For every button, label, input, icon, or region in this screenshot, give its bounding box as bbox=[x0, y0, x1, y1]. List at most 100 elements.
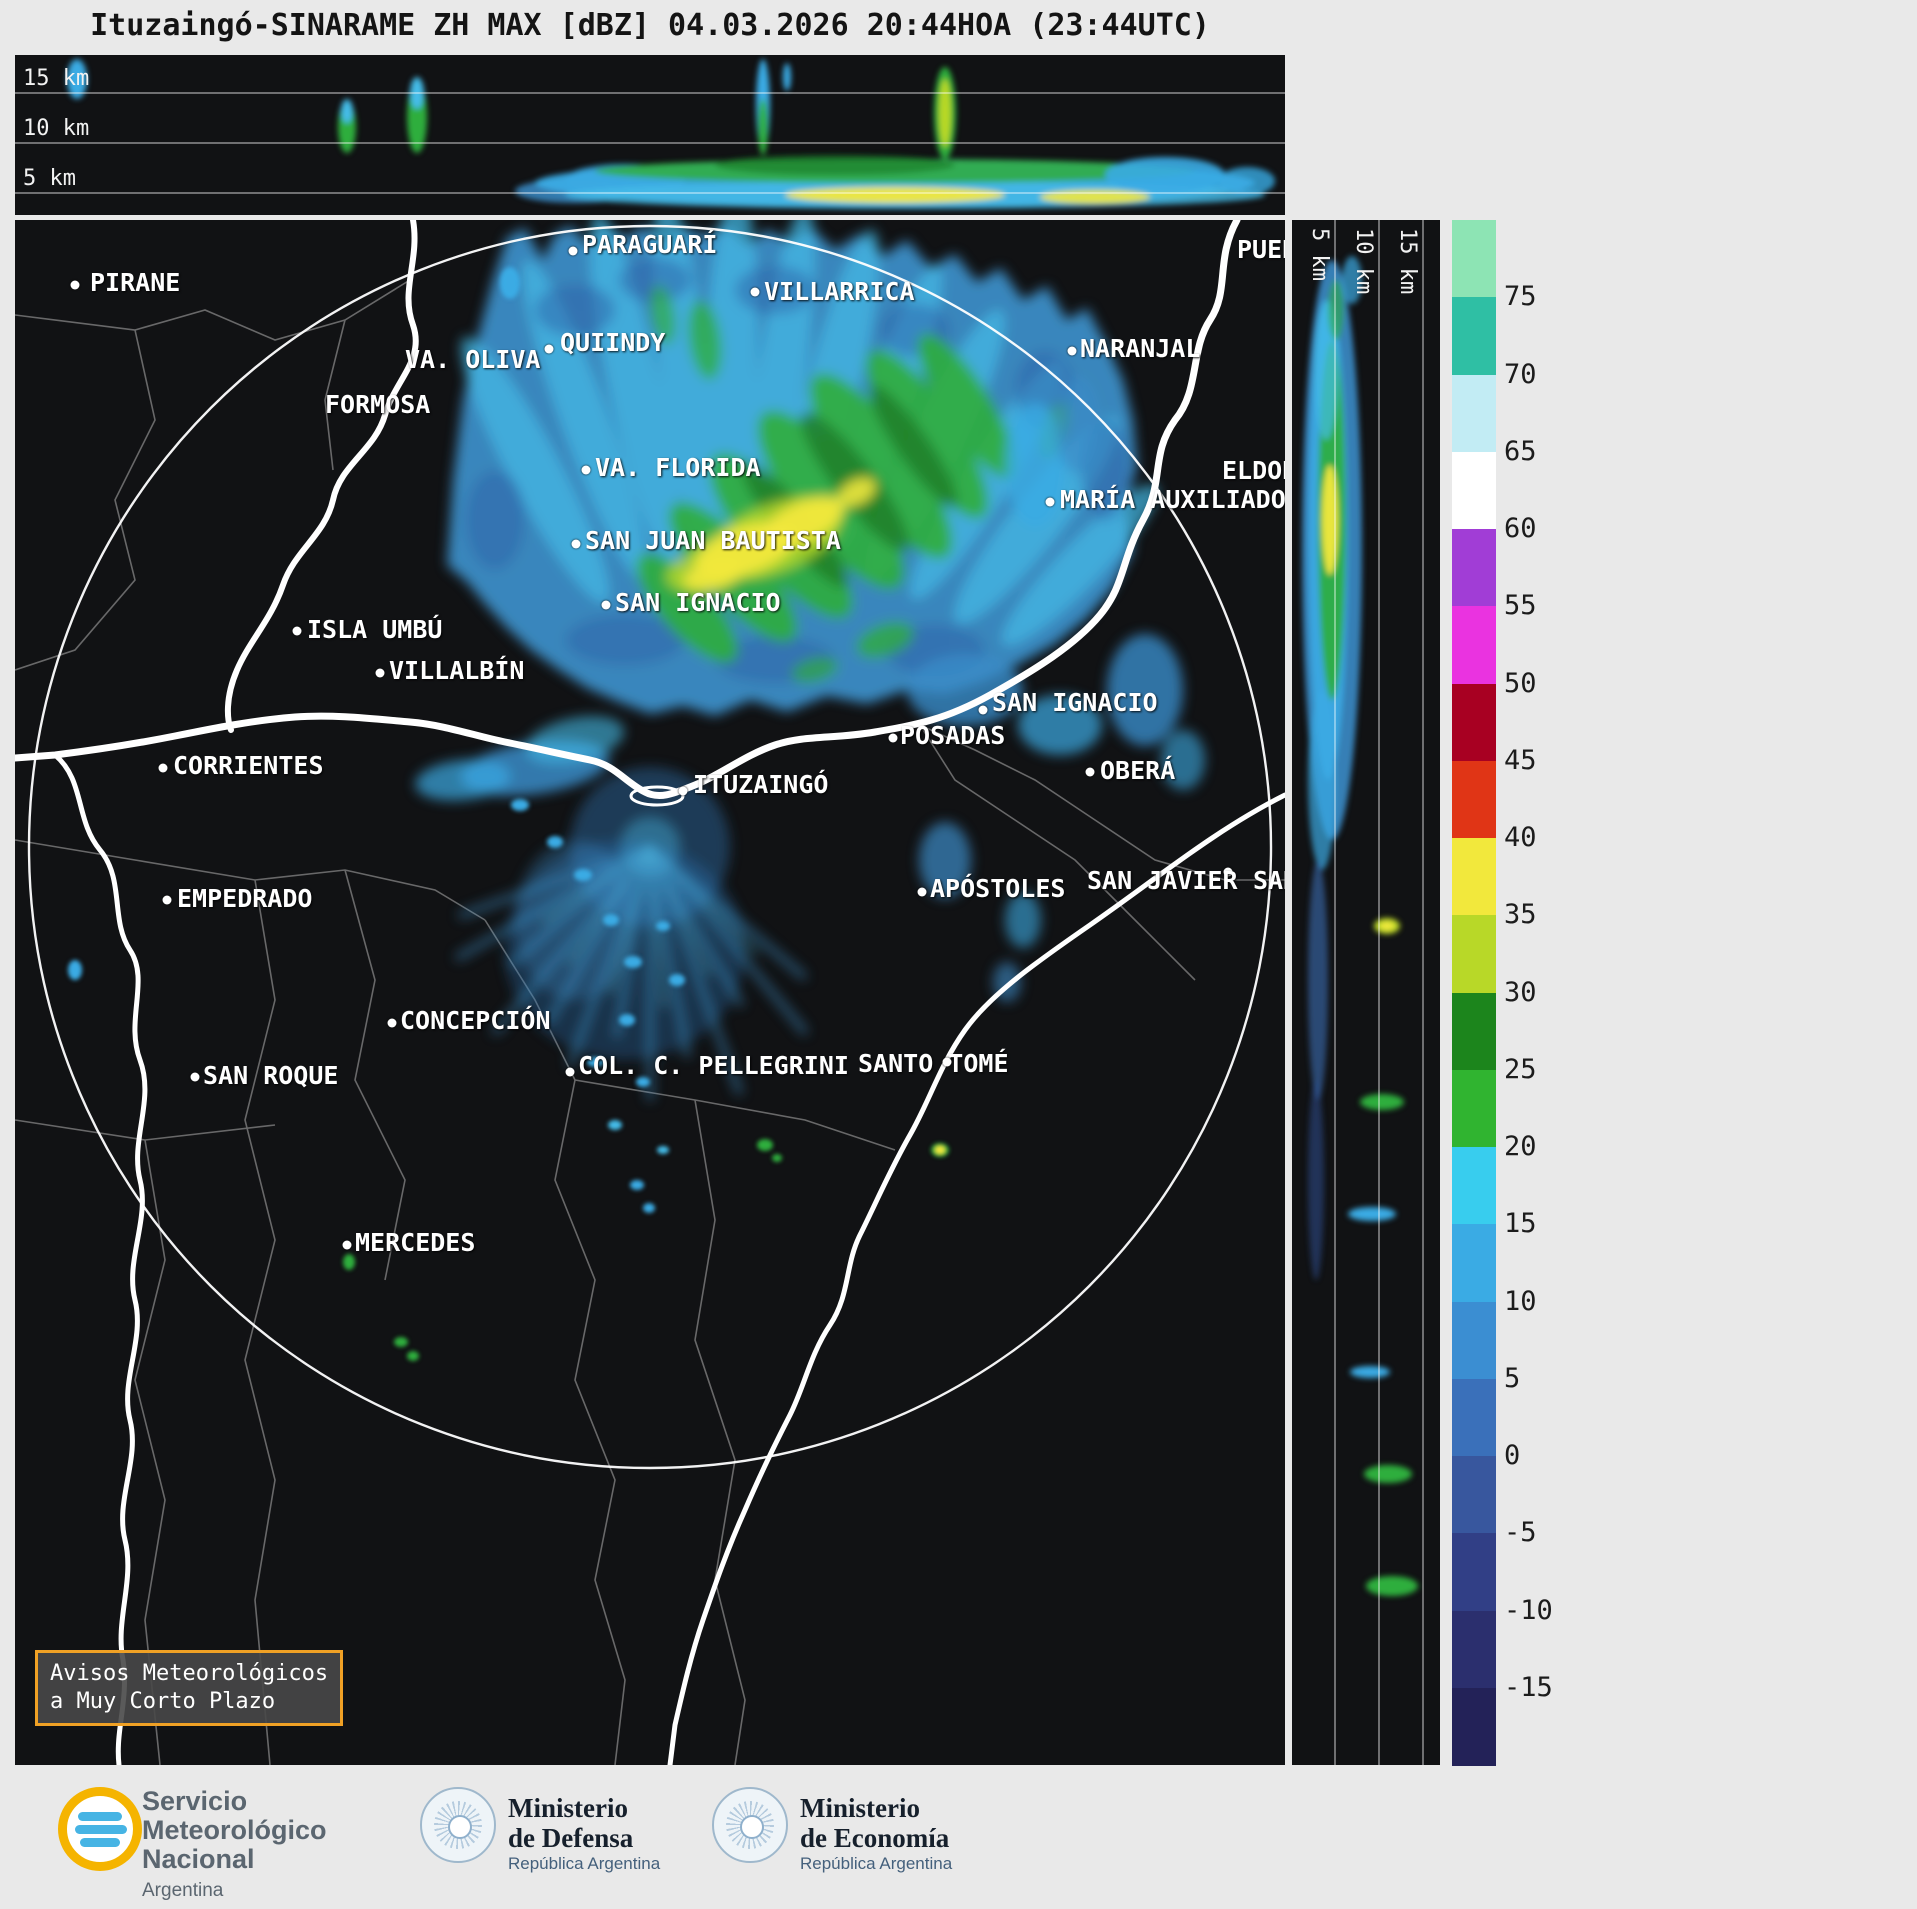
city-dot bbox=[544, 344, 554, 354]
smn-line-2: Meteorológico bbox=[142, 1815, 327, 1845]
cross-section-top-graphics bbox=[15, 59, 1285, 209]
city-label: SAN JUAN BAUTISTA bbox=[585, 526, 841, 555]
defensa-wordmark: Ministerio de Defensa República Argentin… bbox=[508, 1793, 660, 1875]
city-dot bbox=[158, 763, 168, 773]
city-dot bbox=[942, 1057, 952, 1067]
colorbar-segment bbox=[1452, 451, 1496, 530]
city-label: SAN ROQUE bbox=[203, 1061, 339, 1090]
city-label: VILLARRICA bbox=[764, 277, 915, 306]
colorbar bbox=[1452, 220, 1496, 1766]
notice-line-1: Avisos Meteorológicos bbox=[50, 1661, 329, 1686]
city-label: VILLALBÍN bbox=[389, 656, 525, 685]
smn-logo bbox=[58, 1787, 142, 1871]
colorbar-segment bbox=[1452, 297, 1496, 376]
city-label: SANTO TOMÉ bbox=[858, 1049, 1009, 1078]
city-label: ISLA UMBÚ bbox=[307, 615, 443, 644]
city-label: OBERÁ bbox=[1100, 756, 1176, 785]
colorbar-tick-label: 30 bbox=[1504, 976, 1537, 1008]
colorbar-segment bbox=[1452, 838, 1496, 916]
defensa-emblem bbox=[420, 1787, 496, 1863]
city-label: CONCEPCIÓN bbox=[400, 1006, 551, 1035]
echo-field bbox=[415, 220, 1205, 1101]
defensa-line-3: República Argentina bbox=[508, 1854, 661, 1873]
colorbar-tick-label: 20 bbox=[1504, 1130, 1537, 1162]
city-label: QUIINDY bbox=[560, 328, 666, 357]
city-label: SAN JAVIER bbox=[1087, 866, 1238, 895]
city-dot bbox=[162, 895, 172, 905]
smn-logo-stripe bbox=[78, 1812, 122, 1821]
colorbar-tick-label: -15 bbox=[1504, 1671, 1553, 1703]
cross-section-top: 15 km 10 km 5 km bbox=[15, 55, 1285, 215]
city-label: VA. OLIVA bbox=[405, 345, 541, 374]
colorbar-segment bbox=[1452, 1378, 1496, 1457]
colorbar-segment bbox=[1452, 1069, 1496, 1148]
economia-line-1: Ministerio bbox=[800, 1793, 920, 1823]
colorbar-segment bbox=[1452, 374, 1496, 453]
city-dot bbox=[1085, 767, 1095, 777]
cross-section-right: 5 km 10 km 15 km bbox=[1292, 220, 1440, 1765]
colorbar-segment bbox=[1452, 1301, 1496, 1380]
defensa-line-1: Ministerio bbox=[508, 1793, 628, 1823]
city-label: MERCEDES bbox=[355, 1228, 476, 1257]
colorbar-tick-label: 15 bbox=[1504, 1208, 1537, 1240]
city-label: SAN IGNACIO bbox=[992, 688, 1158, 717]
city-dot bbox=[568, 246, 578, 256]
city-dot bbox=[387, 1018, 397, 1028]
city-dot bbox=[601, 600, 611, 610]
smn-line-4: Argentina bbox=[142, 1880, 224, 1901]
colorbar-segment bbox=[1452, 529, 1496, 607]
city-dot bbox=[917, 887, 927, 897]
city-layer: PIRANE PARAGUARÍ VILLARRICA QUIINDY VA. OLIV… bbox=[15, 220, 1285, 1765]
city-dot bbox=[888, 733, 898, 743]
smn-wordmark: Servicio Meteorológico Nacional Argentin… bbox=[142, 1787, 327, 1905]
city-dot bbox=[750, 287, 760, 297]
colorbar-segment bbox=[1452, 1224, 1496, 1303]
weather-notice-box[interactable]: Avisos Meteorológicos a Muy Corto Plazo bbox=[35, 1650, 344, 1726]
city-label: VA. FLORIDA bbox=[595, 453, 761, 482]
colorbar-segment bbox=[1452, 220, 1496, 298]
colorbar-tick-label: 75 bbox=[1504, 281, 1537, 313]
page-title: Ituzaingó-SINARAME ZH MAX [dBZ] 04.03.20… bbox=[90, 8, 1210, 43]
city-label: EMPEDRADO bbox=[177, 884, 313, 913]
height-label: 5 km bbox=[23, 166, 76, 191]
city-label: PARAGUARÍ bbox=[582, 230, 718, 259]
city-label: PUER bbox=[1237, 235, 1285, 264]
city-dot bbox=[70, 280, 80, 290]
height-label: 15 km bbox=[23, 66, 90, 91]
colorbar-tick-label: -10 bbox=[1504, 1594, 1553, 1626]
footer: Servicio Meteorológico Nacional Argentin… bbox=[0, 1765, 1917, 1909]
smn-line-3: Nacional bbox=[142, 1844, 255, 1874]
colorbar-segment bbox=[1452, 1456, 1496, 1534]
admin-borders bbox=[15, 279, 1285, 1765]
map-graphics bbox=[15, 220, 1285, 1765]
notice-line-2: a Muy Corto Plazo bbox=[50, 1689, 276, 1714]
city-label: NARANJAL bbox=[1080, 334, 1201, 363]
echo-speckles bbox=[68, 267, 949, 1361]
colorbar-segment bbox=[1452, 760, 1496, 839]
city-dot bbox=[581, 465, 591, 475]
city-dot bbox=[678, 786, 688, 796]
city-dot bbox=[1067, 346, 1077, 356]
colorbar-tick-label: 10 bbox=[1504, 1285, 1537, 1317]
economia-wordmark: Ministerio de Economía República Argenti… bbox=[800, 1793, 952, 1875]
radar-map: PIRANE PARAGUARÍ VILLARRICA QUIINDY VA. OLIV… bbox=[15, 220, 1285, 1765]
city-dot bbox=[375, 668, 385, 678]
city-label: SAN bbox=[1253, 866, 1285, 895]
colorbar-tick-label: 65 bbox=[1504, 435, 1537, 467]
city-dot bbox=[1045, 497, 1055, 507]
colorbar-tick-label: 40 bbox=[1504, 821, 1537, 853]
city-dot bbox=[978, 705, 988, 715]
colorbar-segment bbox=[1452, 915, 1496, 994]
height-label: 10 km bbox=[1351, 228, 1376, 295]
colorbar-tick-label: 60 bbox=[1504, 512, 1537, 544]
defensa-line-2: de Defensa bbox=[508, 1823, 634, 1853]
smn-logo-stripe bbox=[75, 1825, 127, 1834]
city-dot bbox=[565, 1067, 575, 1077]
colorbar-segment bbox=[1452, 1610, 1496, 1689]
height-label: 5 km bbox=[1307, 228, 1332, 281]
colorbar-tick-label: 5 bbox=[1504, 1362, 1521, 1394]
city-label: ELDOR bbox=[1222, 456, 1285, 485]
range-circle bbox=[27, 224, 1273, 1470]
economia-emblem bbox=[712, 1787, 788, 1863]
